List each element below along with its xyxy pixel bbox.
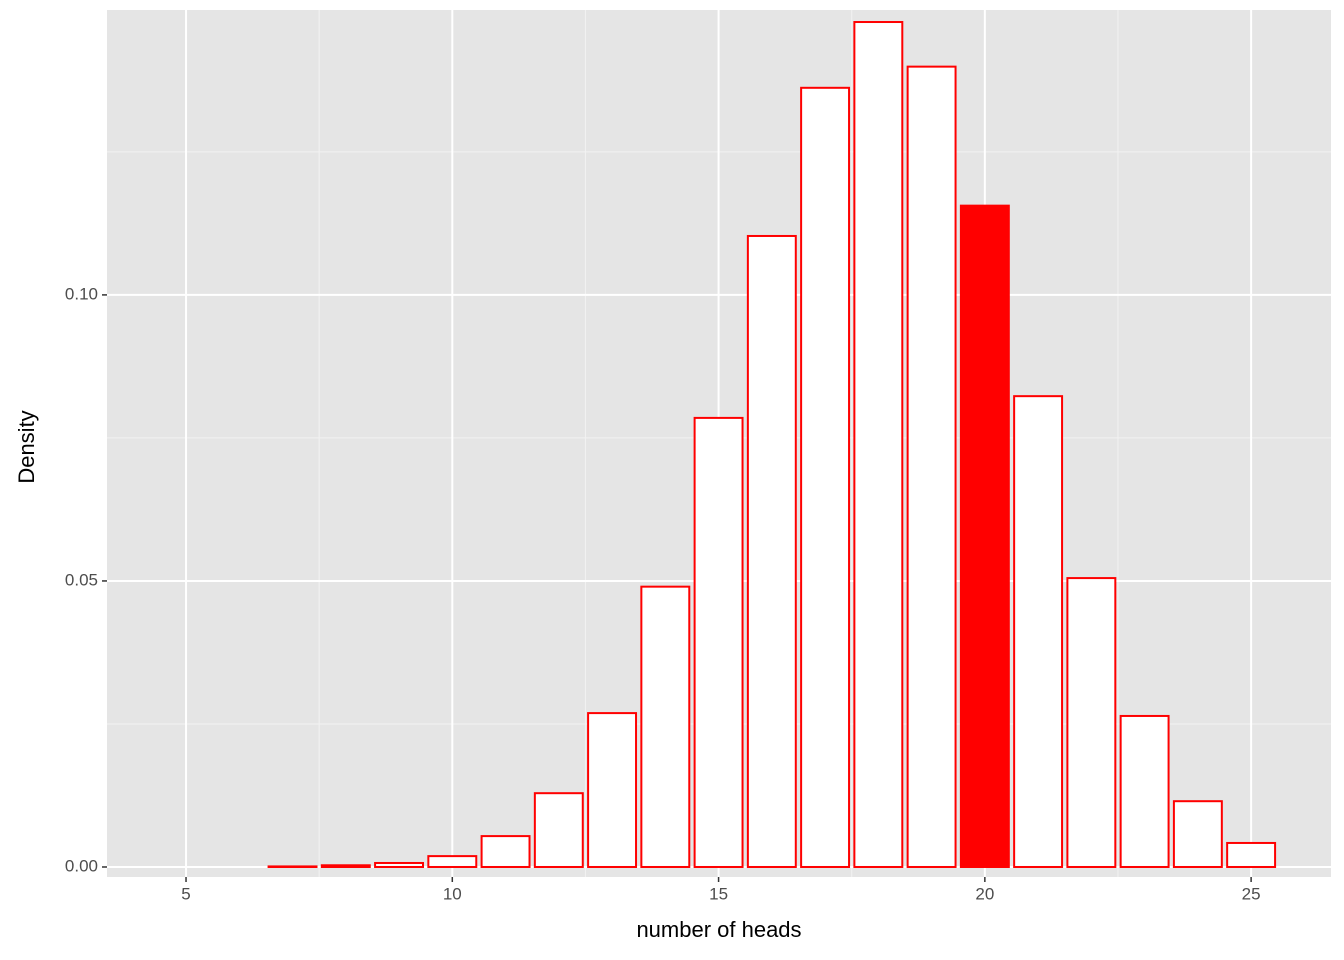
bar (427, 855, 478, 868)
bar (746, 234, 797, 868)
bar (906, 65, 957, 868)
bar (1172, 800, 1223, 868)
bar (640, 585, 691, 868)
x-tick-label: 15 (709, 884, 728, 903)
bar (374, 861, 425, 868)
y-tick-label: 0.00 (65, 856, 98, 875)
bar (800, 86, 851, 868)
bar (1013, 395, 1064, 868)
bar (959, 204, 1010, 868)
bar (853, 21, 904, 868)
x-tick-label: 25 (1242, 884, 1261, 903)
bar (693, 416, 744, 868)
y-axis-title: Density (14, 410, 39, 483)
y-tick-label: 0.05 (65, 570, 98, 589)
bar (1066, 577, 1117, 868)
bar (267, 865, 318, 868)
y-tick-label: 0.10 (65, 284, 98, 303)
bar (533, 792, 584, 868)
x-tick-label: 10 (443, 884, 462, 903)
bar (1226, 841, 1277, 868)
bar (1119, 714, 1170, 868)
bar (587, 712, 638, 868)
bar (480, 835, 531, 868)
x-tick-label: 20 (975, 884, 994, 903)
x-tick-label: 5 (181, 884, 190, 903)
bar (320, 864, 371, 868)
x-axis-title: number of heads (636, 917, 801, 942)
